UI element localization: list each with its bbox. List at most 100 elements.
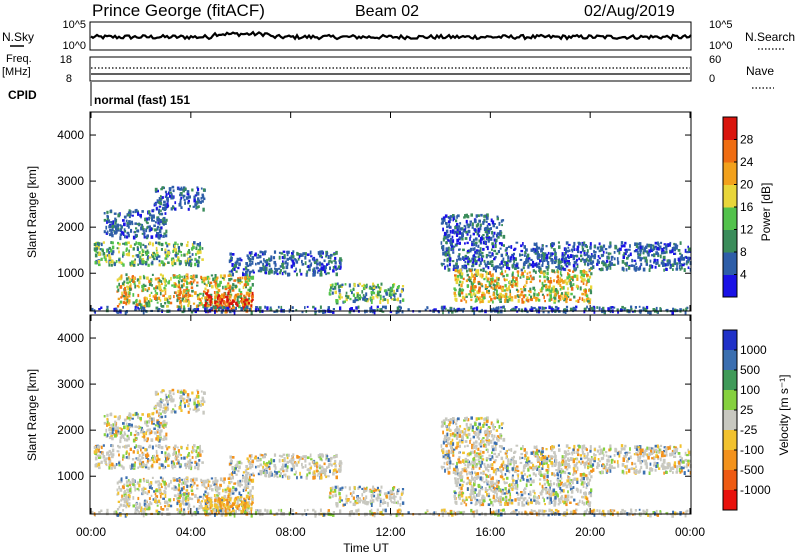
velocity-echo-cell: [193, 481, 196, 485]
power-echo-cell: [315, 266, 319, 270]
power-echo-cell: [250, 270, 253, 273]
power-echo-cell: [98, 263, 101, 267]
velocity-echo-cell: [274, 470, 276, 473]
power-echo-cell: [495, 276, 499, 281]
power-echo-cell: [154, 277, 158, 281]
power-echo-cell: [554, 256, 558, 260]
power-echo-cell: [163, 200, 166, 204]
power-echo-cell: [237, 278, 240, 283]
power-echo-cell: [662, 264, 664, 267]
velocity-echo-cell: [128, 418, 131, 422]
power-echo-cell: [214, 284, 217, 287]
power-echo-cell: [605, 263, 607, 268]
power-echo-cell: [492, 234, 495, 238]
power-echo-cell: [300, 272, 303, 276]
velocity-echo-cell: [198, 501, 202, 504]
power-echo-cell: [537, 246, 541, 250]
power-echo-cell: [483, 227, 486, 231]
power-echo-cell: [228, 286, 231, 290]
power-echo-cell: [197, 187, 200, 192]
power-echo-cell: [177, 289, 180, 294]
power-echo-cell: [486, 254, 490, 257]
velocity-echo-cell: [125, 422, 128, 426]
power-echo-cell: [678, 257, 681, 262]
power-echo-cell: [182, 194, 185, 199]
power-echo-cell: [393, 289, 395, 294]
velocity-echo-cell: [167, 446, 171, 449]
power-echo-cell: [491, 242, 494, 246]
velocity-echo-cell: [106, 413, 109, 417]
power-echo-cell: [537, 309, 541, 314]
velocity-echo-cell: [200, 478, 203, 482]
velocity-echo-cell: [282, 453, 286, 456]
power-echo-cell: [206, 295, 208, 299]
power-echo-cell: [501, 270, 503, 275]
power-echo-cell: [125, 310, 128, 314]
power-echo-cell: [476, 272, 480, 276]
power-echo-cell: [138, 280, 141, 285]
power-echo-cell: [559, 288, 562, 291]
power-echo-cell: [491, 248, 493, 251]
power-echo-cell: [564, 291, 567, 296]
power-echo-cell: [167, 191, 170, 195]
velocity-echo-cell: [284, 473, 287, 477]
power-echo-cell: [504, 308, 506, 312]
velocity-echo-cell: [228, 481, 231, 485]
power-echo-cell: [274, 267, 276, 270]
power-echo-cell: [142, 225, 144, 230]
velocity-echo-cell: [103, 458, 106, 462]
power-echo-cell: [113, 212, 117, 215]
velocity-echo-cell: [135, 430, 138, 433]
velocity-echo-cell: [188, 465, 191, 470]
power-echo-cell: [489, 260, 492, 264]
power-echo-cell: [572, 308, 575, 313]
power-echo-cell: [435, 308, 437, 311]
power-echo-cell: [336, 267, 339, 270]
power-echo-cell: [127, 233, 130, 238]
power-echo-cell: [459, 268, 462, 273]
velocity-echo-cell: [99, 451, 103, 454]
velocity-echo-cell: [171, 464, 174, 468]
power-echo-cell: [178, 246, 180, 250]
power-echo-cell: [144, 296, 146, 299]
power-echo-cell: [445, 241, 448, 245]
power-echo-cell: [660, 241, 663, 245]
power-echo-cell: [98, 308, 101, 311]
velocity-echo-cell: [143, 507, 146, 512]
power-echo-cell: [673, 253, 676, 255]
power-echo-cell: [203, 282, 206, 285]
power-echo-cell: [187, 190, 190, 194]
power-echo-cell: [513, 259, 515, 263]
power-echo-cell: [142, 257, 145, 262]
power-echo-cell: [552, 308, 555, 312]
power-echo-cell: [657, 252, 660, 256]
power-echo-cell: [443, 231, 447, 236]
velocity-echo-cell: [154, 456, 157, 461]
power-echo-cell: [564, 310, 567, 314]
power-echo-cell: [453, 293, 456, 297]
velocity-echo-cell: [244, 469, 248, 473]
power-echo-cell: [159, 199, 162, 203]
power-echo-cell: [454, 278, 458, 282]
power-echo-cell: [127, 225, 130, 229]
power-echo-cell: [336, 282, 339, 285]
power-echo-cell: [334, 265, 337, 269]
power-echo-cell: [533, 242, 536, 246]
velocity-echo-cell: [164, 494, 167, 498]
velocity-echo-cell: [159, 398, 162, 401]
power-echo-cell: [587, 297, 590, 300]
velocity-echo-cell: [137, 444, 140, 448]
power-echo-cell: [172, 205, 175, 208]
velocity-echo-cell: [133, 463, 136, 467]
velocity-echo-cell: [148, 413, 151, 417]
velocity-echo-cell: [156, 457, 159, 461]
power-echo-cell: [281, 272, 284, 276]
power-echo-cell: [548, 305, 551, 310]
velocity-echo-cell: [339, 465, 342, 469]
velocity-echo-cell: [166, 501, 169, 506]
power-echo-cell: [275, 268, 279, 272]
power-echo-cell: [400, 289, 403, 293]
power-echo-cell: [545, 265, 549, 269]
power-echo-cell: [319, 268, 322, 272]
power-echo-cell: [441, 217, 444, 221]
